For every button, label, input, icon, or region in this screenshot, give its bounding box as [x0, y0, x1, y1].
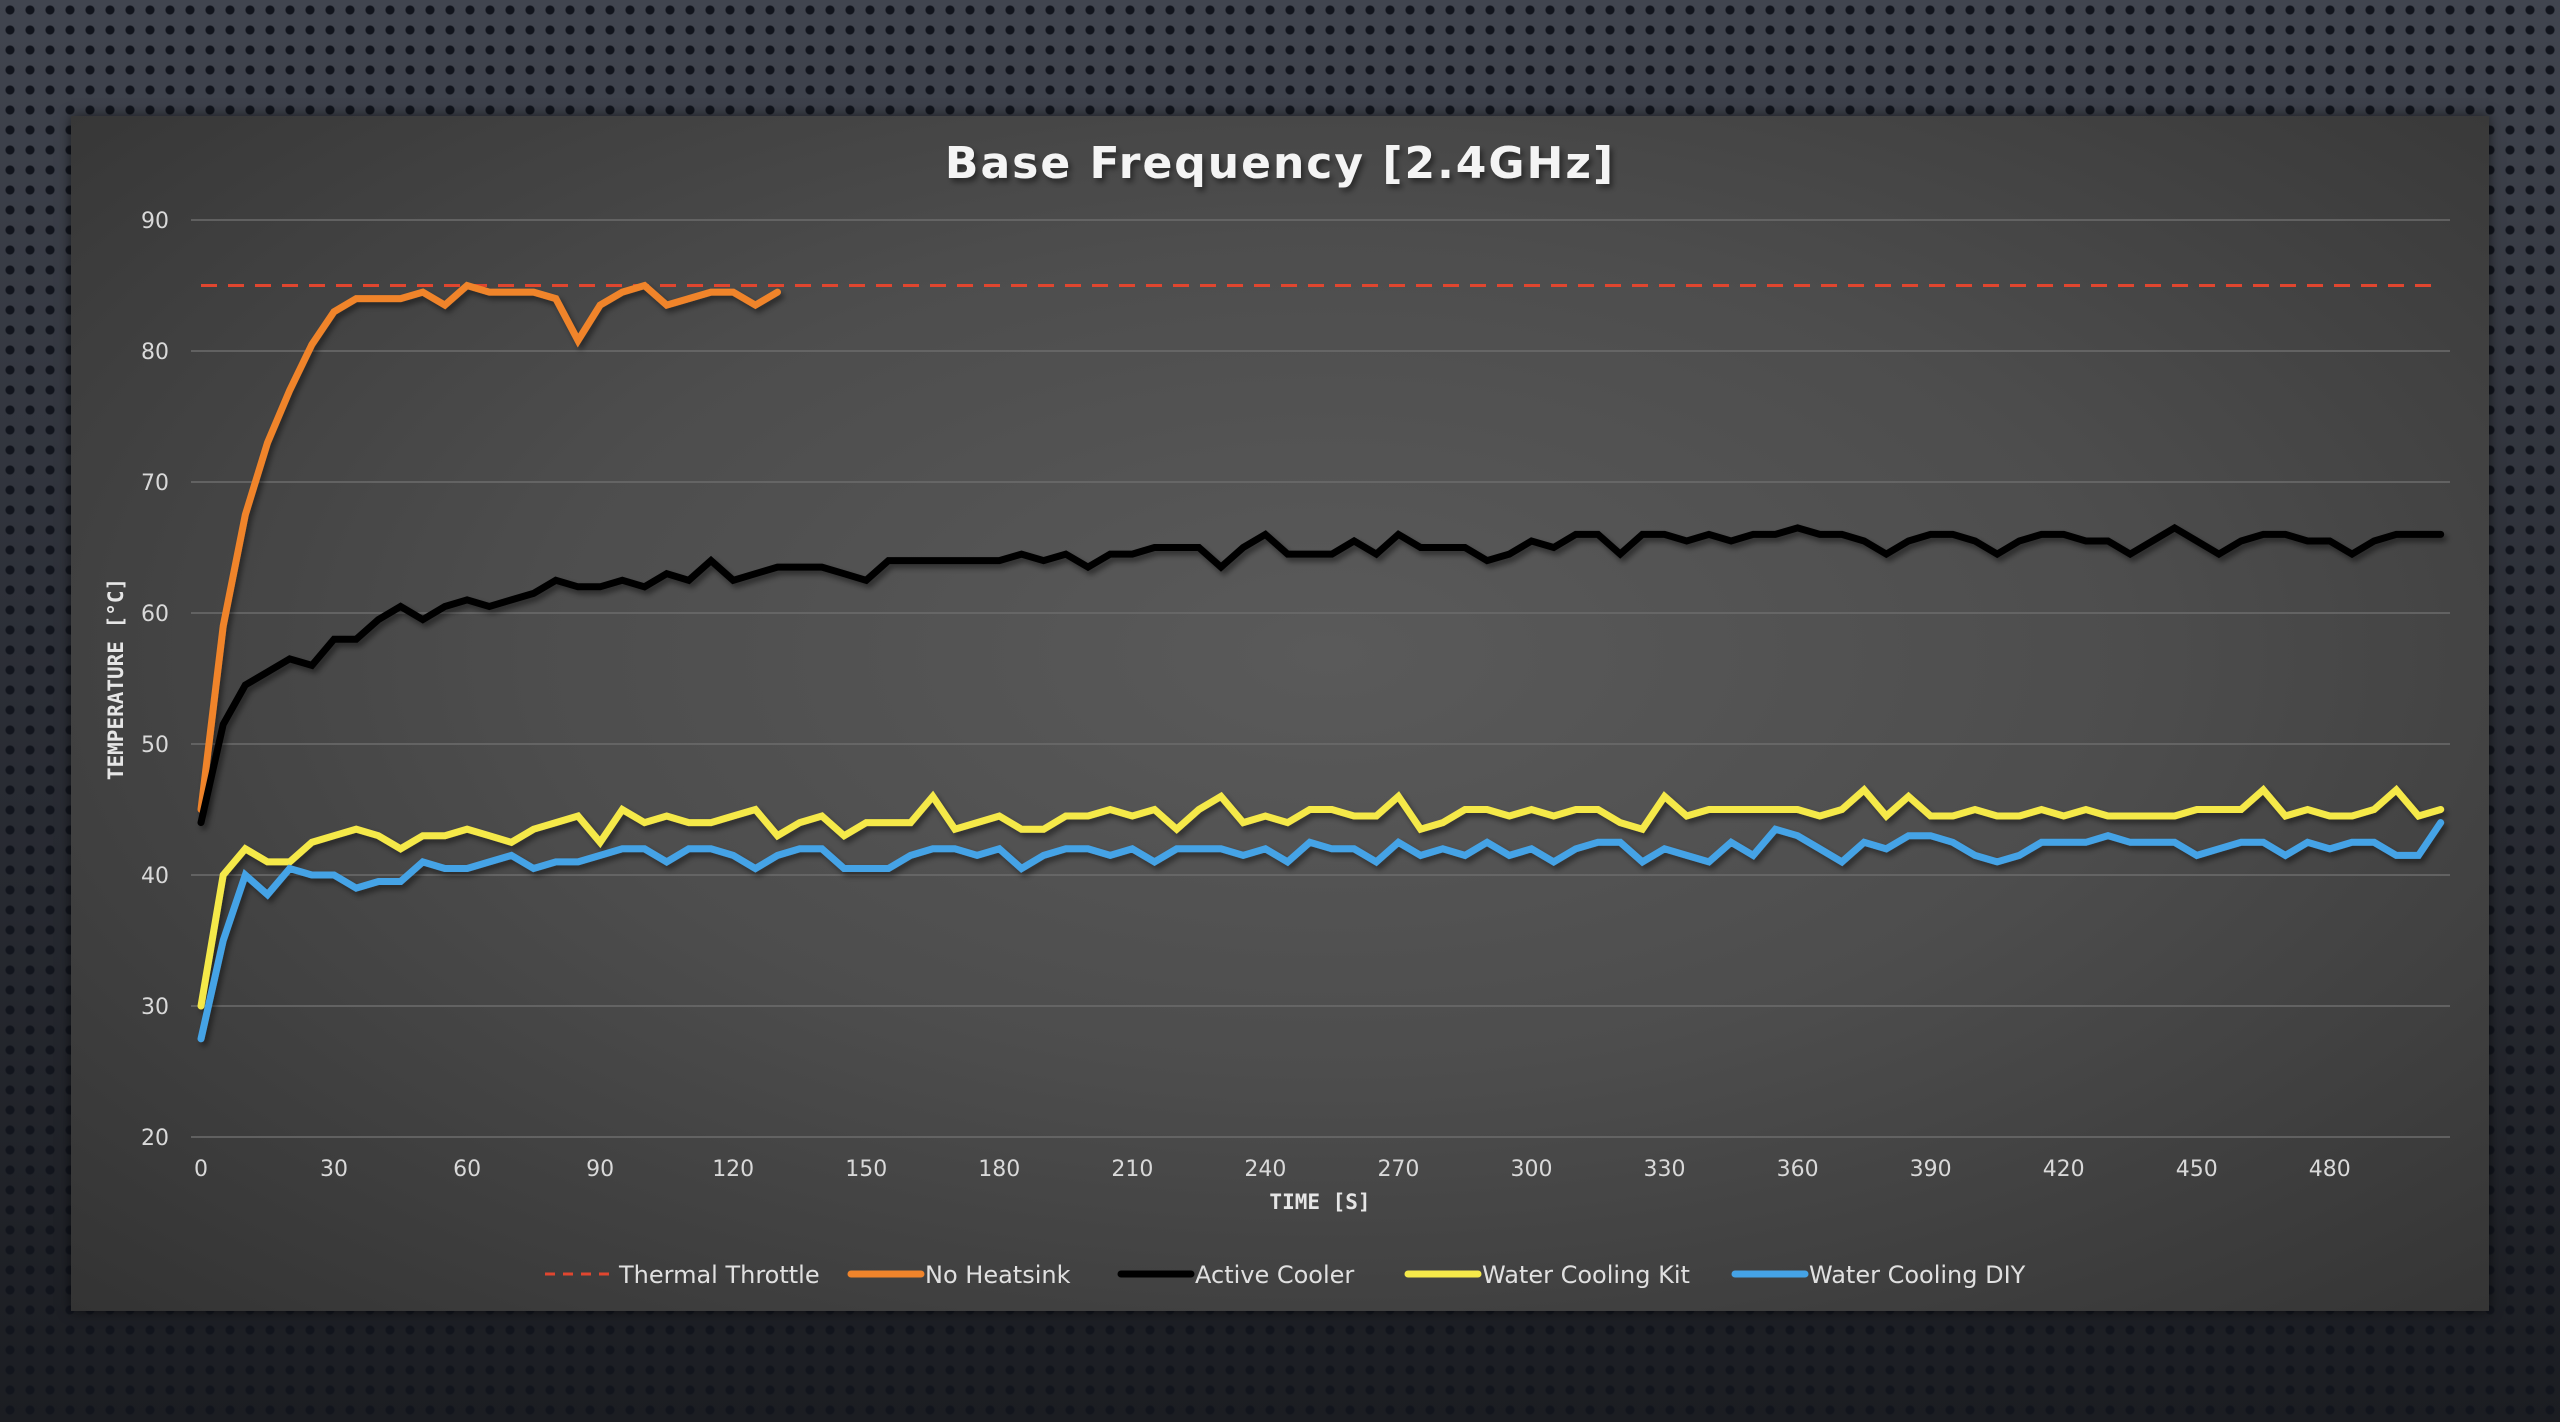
y-tick-label: 60 [141, 602, 169, 627]
legend-label: Thermal Throttle [618, 1261, 820, 1289]
series-water-cooling-kit [197, 784, 2445, 1010]
legend: Thermal Throttle No Heatsink Active Cooler… [545, 1261, 2026, 1289]
x-tick-label: 240 [1244, 1157, 1286, 1182]
gridlines [191, 219, 2450, 1138]
chart-title: Base Frequency [2.4GHz] [945, 138, 1615, 189]
y-tick-label: 90 [141, 209, 169, 234]
series-active-cooler [197, 523, 2445, 827]
x-tick-label: 60 [453, 1157, 481, 1182]
y-axis-ticks: 20 30 40 50 60 70 80 90 [141, 209, 169, 1151]
x-tick-label: 90 [586, 1157, 614, 1182]
x-tick-label: 480 [2309, 1157, 2351, 1182]
y-tick-label: 30 [141, 995, 169, 1020]
y-tick-label: 70 [141, 471, 169, 496]
chart-canvas: Base Frequency [2.4GHz] 20 30 40 50 60 70 80 90… [104, 138, 2450, 1289]
x-tick-label: 210 [1111, 1157, 1153, 1182]
y-tick-label: 50 [141, 733, 169, 758]
legend-label: Water Cooling DIY [1809, 1261, 2026, 1289]
x-tick-label: 450 [2176, 1157, 2218, 1182]
chart-panel: Base Frequency [2.4GHz] 20 30 40 50 60 70 80 90… [71, 116, 2489, 1311]
y-tick-label: 40 [141, 864, 169, 889]
x-tick-label: 270 [1377, 1157, 1419, 1182]
legend-item: Active Cooler [1117, 1261, 1354, 1289]
series-water-cooling-diy [197, 819, 2445, 1043]
y-tick-label: 20 [141, 1126, 169, 1151]
y-tick-label: 80 [141, 340, 169, 365]
x-axis-ticks: 0 30 60 90 120 150 180 210 240 270 300 330 360 390 420… [194, 1157, 2351, 1182]
legend-label: Water Cooling Kit [1482, 1261, 1690, 1289]
series-lines [197, 281, 2445, 1043]
x-tick-label: 30 [320, 1157, 348, 1182]
x-tick-label: 420 [2043, 1157, 2085, 1182]
x-tick-label: 120 [712, 1157, 754, 1182]
legend-item: Water Cooling DIY [1731, 1261, 2026, 1289]
y-axis-label: TEMPERATURE [°C] [104, 578, 128, 780]
x-tick-label: 300 [1511, 1157, 1553, 1182]
x-tick-label: 330 [1644, 1157, 1686, 1182]
x-tick-label: 150 [845, 1157, 887, 1182]
series-no-heatsink [197, 281, 781, 813]
legend-label: Active Cooler [1195, 1261, 1354, 1289]
legend-item: Thermal Throttle [545, 1261, 820, 1289]
x-tick-label: 390 [1910, 1157, 1952, 1182]
x-axis-label: TIME [S] [1269, 1190, 1370, 1214]
legend-item: No Heatsink [847, 1261, 1071, 1289]
x-tick-label: 0 [194, 1157, 208, 1182]
legend-label: No Heatsink [925, 1261, 1071, 1289]
x-tick-label: 180 [978, 1157, 1020, 1182]
x-tick-label: 360 [1777, 1157, 1819, 1182]
legend-item: Water Cooling Kit [1404, 1261, 1690, 1289]
